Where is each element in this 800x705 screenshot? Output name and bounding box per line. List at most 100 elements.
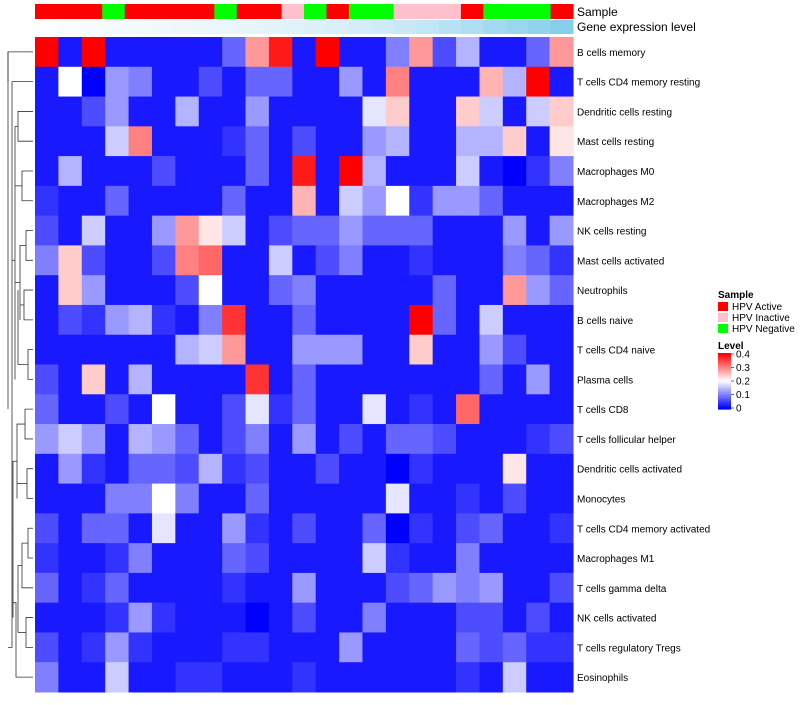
heatmap-cell (151, 572, 176, 604)
colorbar-segment (718, 399, 731, 402)
heatmap-cell (479, 96, 504, 127)
heatmap-cell (245, 364, 270, 395)
heatmap-cell (151, 364, 176, 395)
heatmap-cell (385, 364, 410, 395)
heatmap-cell (128, 334, 153, 365)
heatmap-cell (151, 453, 176, 485)
sample-annotation-cell (371, 4, 395, 19)
heatmap-cell (58, 275, 83, 306)
heatmap-cell (245, 66, 270, 98)
row-label: Monocytes (577, 494, 625, 505)
heatmap-cell (339, 483, 363, 514)
heatmap-cell (549, 334, 574, 365)
heatmap-cell (58, 215, 83, 246)
dendrogram-branch (27, 349, 33, 380)
heatmap-cell (292, 304, 317, 336)
colorbar-segment (718, 395, 731, 397)
heatmap-cell (315, 96, 340, 127)
heatmap-cell (245, 394, 270, 425)
colorbar-segment (718, 375, 731, 378)
row-label: Neutrophils (577, 286, 628, 297)
heatmap-cell (35, 156, 59, 187)
heatmap-cell (432, 126, 457, 157)
dendrogram-branch (27, 527, 33, 559)
heatmap-cell (362, 126, 387, 157)
row-label: Macrophages M1 (577, 554, 655, 565)
heatmap-cell (339, 37, 363, 68)
heatmap-cell (409, 275, 434, 306)
heatmap-cell (81, 334, 106, 365)
heatmap-cell (105, 543, 130, 574)
sample-annotation-cell (281, 4, 305, 19)
heatmap-cell (432, 632, 457, 663)
heatmap-cell (479, 543, 504, 574)
dendrogram-branch (26, 468, 33, 499)
heatmap-cell (175, 632, 200, 663)
heatmap-cell (151, 37, 176, 68)
heatmap-cell (526, 394, 551, 425)
expression-annotation-cell (169, 20, 193, 34)
sample-legend-swatch (718, 313, 728, 322)
heatmap-cell (222, 543, 247, 574)
heatmap-cell (385, 483, 410, 514)
heatmap-cell (268, 245, 293, 276)
heatmap-cell (151, 304, 176, 336)
colorbar-segment (718, 382, 731, 385)
heatmap-cell (526, 662, 551, 693)
dendrogram-branch (17, 565, 22, 633)
row-label: Mast cells resting (577, 137, 654, 148)
heatmap-cell (385, 304, 410, 336)
heatmap-cell (151, 602, 176, 633)
heatmap-cell (245, 37, 270, 68)
heatmap-cell (549, 126, 574, 157)
heatmap-cell (432, 37, 457, 68)
heatmap-cell (58, 572, 83, 604)
heatmap-cell (151, 543, 176, 574)
sample-annotation-cell (348, 4, 372, 19)
heatmap-cell (385, 453, 410, 485)
expression-annotation-cell (236, 20, 260, 34)
heatmap-cell (268, 126, 293, 157)
heatmap-cell (105, 37, 130, 68)
heatmap-cell (362, 185, 387, 217)
heatmap-cell (198, 483, 223, 514)
heatmap-cell (526, 96, 551, 127)
heatmap-cell (502, 632, 527, 663)
heatmap-cell (151, 245, 176, 276)
heatmap-cell (81, 96, 106, 127)
heatmap-cell (339, 275, 363, 306)
heatmap-cell (245, 572, 270, 604)
heatmap-cell (198, 513, 223, 544)
expression-annotation-cell (348, 20, 372, 34)
heatmap-cell (385, 66, 410, 98)
colorbar-segment (718, 365, 731, 368)
heatmap-cell (292, 215, 317, 246)
heatmap-cell (409, 572, 434, 604)
heatmap-cell (268, 37, 293, 68)
sample-track-label: Sample (577, 5, 618, 19)
sample-annotation-track (35, 4, 574, 19)
heatmap-cell (222, 483, 247, 514)
heatmap-cell (479, 304, 504, 336)
row-dendrogram (7, 51, 33, 678)
heatmap-cell (409, 543, 434, 574)
heatmap-cell (339, 602, 363, 633)
heatmap-cell (58, 304, 83, 336)
heatmap-cell (456, 96, 480, 127)
heatmap-cell (315, 424, 340, 455)
row-label: T cells CD4 naive (577, 346, 656, 357)
heatmap-cell (151, 662, 176, 693)
heatmap-cell (175, 215, 200, 246)
heatmap-cell (315, 334, 340, 365)
heatmap-cell (292, 126, 317, 157)
colorbar-segment (718, 368, 731, 371)
row-label: T cells CD8 (577, 405, 629, 416)
colorbar-tick-label: 0.1 (736, 390, 750, 401)
heatmap-cell (409, 185, 434, 217)
heatmap-cell (549, 483, 574, 514)
heatmap-cell (151, 126, 176, 157)
heatmap-cell (105, 513, 130, 544)
colorbar-segment (718, 362, 731, 365)
heatmap-cell (549, 304, 574, 336)
heatmap-cell (222, 572, 247, 604)
